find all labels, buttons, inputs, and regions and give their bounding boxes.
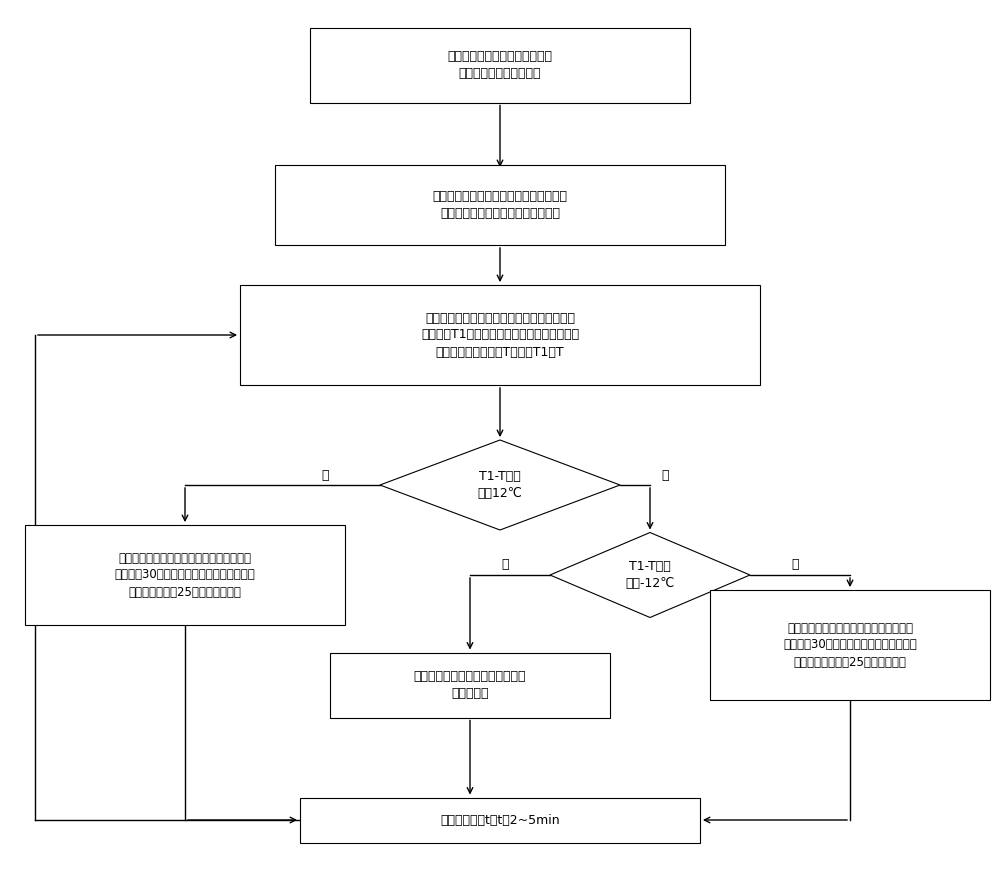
Polygon shape xyxy=(550,533,750,618)
FancyBboxPatch shape xyxy=(710,590,990,700)
Text: 煅烧回转窑的煤气流量以及空气流
量保持不变: 煅烧回转窑的煤气流量以及空气流 量保持不变 xyxy=(414,670,526,700)
FancyBboxPatch shape xyxy=(330,653,610,718)
Text: 否: 否 xyxy=(501,558,509,571)
FancyBboxPatch shape xyxy=(25,525,345,625)
Text: 根据工艺要求，确定不同产能对
应的晶型转变带煅烧温度: 根据工艺要求，确定不同产能对 应的晶型转变带煅烧温度 xyxy=(448,50,552,80)
Text: 则调节煅烧回转窑的煤气流量在现有值的基
础上减少30立方米每小时，空气流量在现有
值的基础上减少25立方米每小时；: 则调节煅烧回转窑的煤气流量在现有值的基 础上减少30立方米每小时，空气流量在现有… xyxy=(115,551,255,598)
FancyBboxPatch shape xyxy=(275,165,725,245)
Polygon shape xyxy=(380,440,620,530)
FancyBboxPatch shape xyxy=(310,27,690,102)
Text: 否: 否 xyxy=(661,468,669,481)
Text: 根据实际生产产能，确定晶型转变带的长
度，在晶型转变带上安装温度检测器: 根据实际生产产能，确定晶型转变带的长 度，在晶型转变带上安装温度检测器 xyxy=(432,190,568,220)
Text: T1-T是否
小于-12℃: T1-T是否 小于-12℃ xyxy=(625,560,675,590)
Text: 是: 是 xyxy=(791,558,799,571)
Text: 检测回转窑的实际产能以及晶型转变带的实际
煅烧温度T1，根据检测到的实际产能，确定晶
型转变带的煅烧温度T，比较T1和T: 检测回转窑的实际产能以及晶型转变带的实际 煅烧温度T1，根据检测到的实际产能，确… xyxy=(421,312,579,359)
Text: 是: 是 xyxy=(321,468,329,481)
FancyBboxPatch shape xyxy=(240,285,760,385)
FancyBboxPatch shape xyxy=(300,797,700,843)
Text: 调节煅烧回转窑的煤气流量在现有值的基
础上增加30立方米每小时，空气流量在现
有值的基础上增加25立方米每小时: 调节煅烧回转窑的煤气流量在现有值的基 础上增加30立方米每小时，空气流量在现 有… xyxy=(783,621,917,668)
Text: 间隔时间间隔t，t为2~5min: 间隔时间间隔t，t为2~5min xyxy=(440,814,560,827)
Text: T1-T是否
大于12℃: T1-T是否 大于12℃ xyxy=(478,470,522,500)
